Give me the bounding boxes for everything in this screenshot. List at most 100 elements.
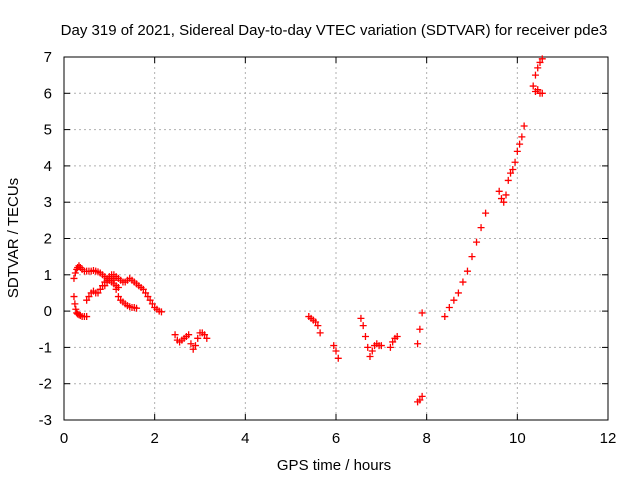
data-point — [133, 304, 141, 312]
x-tick-label: 2 — [150, 430, 158, 447]
data-point — [191, 342, 199, 350]
data-point — [445, 303, 453, 311]
data-point — [114, 293, 122, 301]
data-point — [393, 333, 401, 341]
x-tick-label: 0 — [60, 430, 68, 447]
data-point — [94, 289, 102, 297]
data-point — [463, 267, 471, 275]
y-axis-label: SDTVAR / TECUs — [5, 178, 22, 298]
y-tick-label: 3 — [44, 194, 52, 211]
data-point — [203, 334, 211, 342]
data-point — [70, 274, 78, 282]
data-point — [377, 342, 385, 350]
data-point — [157, 308, 165, 316]
grid — [64, 57, 608, 420]
data-point — [142, 289, 150, 297]
data-point — [361, 333, 369, 341]
x-tick-label: 4 — [241, 430, 249, 447]
data-point — [112, 285, 120, 293]
data-point — [187, 340, 195, 348]
data-point — [101, 282, 109, 290]
data-point — [194, 334, 202, 342]
data-point — [314, 322, 322, 330]
data-point — [139, 285, 147, 293]
x-tick-label: 12 — [600, 430, 617, 447]
data-point — [502, 191, 510, 199]
data-point — [389, 338, 397, 346]
data-point — [450, 296, 458, 304]
data-point — [497, 195, 505, 203]
data-point — [416, 325, 424, 333]
data-point — [534, 64, 542, 72]
data-point — [171, 331, 179, 339]
data-point — [357, 314, 365, 322]
data-point — [511, 158, 519, 166]
data-point — [418, 392, 426, 400]
data-point — [110, 276, 118, 284]
data-point — [473, 238, 481, 246]
y-tick-label: 7 — [44, 49, 52, 66]
data-point — [334, 354, 342, 362]
data-point — [332, 347, 340, 355]
data-point — [312, 318, 320, 326]
data-point — [513, 147, 521, 155]
data-point — [414, 340, 422, 348]
data-point — [507, 169, 515, 177]
data-point — [359, 322, 367, 330]
data-point — [500, 198, 508, 206]
data-point — [368, 347, 376, 355]
y-tick-label: 2 — [44, 231, 52, 248]
data-point — [148, 300, 156, 308]
y-tick-label: 1 — [44, 267, 52, 284]
data-point — [189, 345, 197, 353]
data-point — [482, 209, 490, 217]
y-tick-label: -2 — [39, 376, 52, 393]
data-point — [454, 289, 462, 297]
y-tick-label: -3 — [39, 412, 52, 429]
data-point — [468, 253, 476, 261]
data-point — [386, 343, 394, 351]
data-point — [70, 293, 78, 301]
data-point — [316, 329, 324, 337]
data-point — [536, 58, 544, 66]
y-tick-label: 5 — [44, 122, 52, 139]
x-tick-label: 6 — [332, 430, 340, 447]
data-point — [71, 269, 79, 277]
data-point — [72, 305, 80, 313]
data-point — [538, 89, 546, 97]
x-tick-label: 10 — [509, 430, 526, 447]
data-point — [459, 278, 467, 286]
data-point — [520, 122, 528, 130]
data-point — [364, 343, 372, 351]
y-tick-label: 0 — [44, 303, 52, 320]
data-point — [185, 331, 193, 339]
y-tick-label: -1 — [39, 339, 52, 356]
data-point — [531, 71, 539, 79]
data-point — [201, 331, 209, 339]
data-point — [71, 300, 79, 308]
data-point — [441, 313, 449, 321]
data-point — [96, 285, 104, 293]
data-point — [538, 55, 546, 63]
data-points — [70, 55, 546, 406]
data-point — [529, 82, 537, 90]
data-point — [509, 166, 517, 174]
data-point — [416, 396, 424, 404]
y-tick-label: 6 — [44, 85, 52, 102]
x-tick-label: 8 — [422, 430, 430, 447]
data-point — [83, 296, 91, 304]
data-point — [144, 293, 152, 301]
data-point — [477, 224, 485, 232]
data-point — [146, 296, 154, 304]
y-tick-label: 4 — [44, 158, 52, 175]
data-point — [366, 352, 374, 360]
data-point — [85, 293, 93, 301]
data-point — [534, 86, 542, 94]
data-point — [518, 133, 526, 141]
data-point — [495, 187, 503, 195]
data-point — [516, 140, 524, 148]
data-point — [83, 313, 91, 321]
data-point — [330, 342, 338, 350]
